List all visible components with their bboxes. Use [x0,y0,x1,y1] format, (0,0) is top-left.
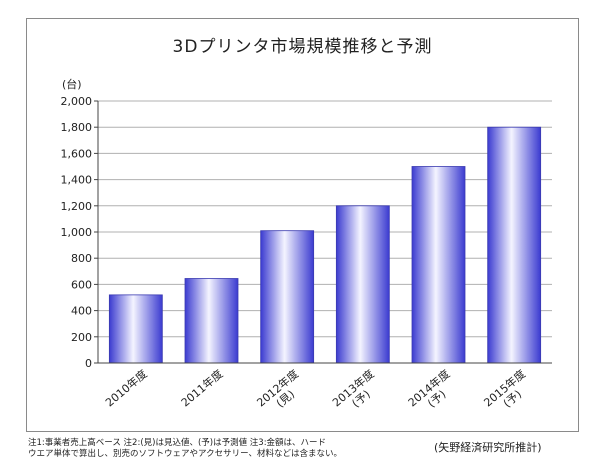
x-tick-label-line: 2010年度 [102,367,149,410]
x-tick-label: 2011年度 [178,367,225,410]
x-tick-label: 2013年度(予) [329,367,385,420]
y-tick-label: 800 [71,252,92,265]
footnote: 注1:事業者売上高ベース 注2:(見)は見込値、(予)は予測値 注3:金額は、ハ… [28,438,428,460]
x-tick-label: 2010年度 [102,367,149,410]
y-tick-label: 1,200 [61,200,93,213]
y-tick-label: 0 [85,357,92,370]
bar [184,278,239,364]
y-tick-label: 1,600 [61,147,93,160]
y-tick-label: 600 [71,278,92,291]
x-tick-label: 2014年度(予) [405,367,461,420]
footnote-line: ウエア単体で算出し、別売のソフトウェアやアクセサリー、材料などは含まない。 [28,449,342,459]
chart-title: 3Dプリンタ市場規模推移と予測 [172,37,433,57]
footnote-line: 注1:事業者売上高ベース 注2:(見)は見込値、(予)は予測値 注3:金額は、ハ… [28,438,327,448]
y-tick-label: 1,000 [61,226,93,239]
bar [411,166,466,364]
y-tick-label: 1,400 [61,174,93,187]
x-tick-label: 2012年度(見) [254,367,310,420]
y-tick-label: 400 [71,305,92,318]
bar [108,294,163,364]
y-tick-label: 200 [71,331,92,344]
source-note: (矢野経済研究所推計) [434,441,542,454]
x-tick-label: 2015年度(予) [481,367,537,420]
y-axis-label: (台) [62,77,82,91]
x-tick-label-line: 2011年度 [178,367,225,410]
y-tick-label: 1,800 [61,121,93,134]
bar [487,126,542,364]
bar [260,230,315,364]
y-tick-label: 2,000 [61,95,93,108]
bar [335,205,390,364]
